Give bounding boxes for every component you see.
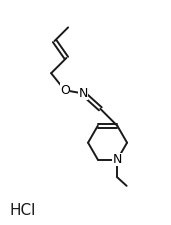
Text: O: O (60, 84, 70, 97)
Text: HCl: HCl (9, 203, 36, 218)
Text: N: N (79, 87, 88, 100)
Text: N: N (113, 153, 122, 166)
